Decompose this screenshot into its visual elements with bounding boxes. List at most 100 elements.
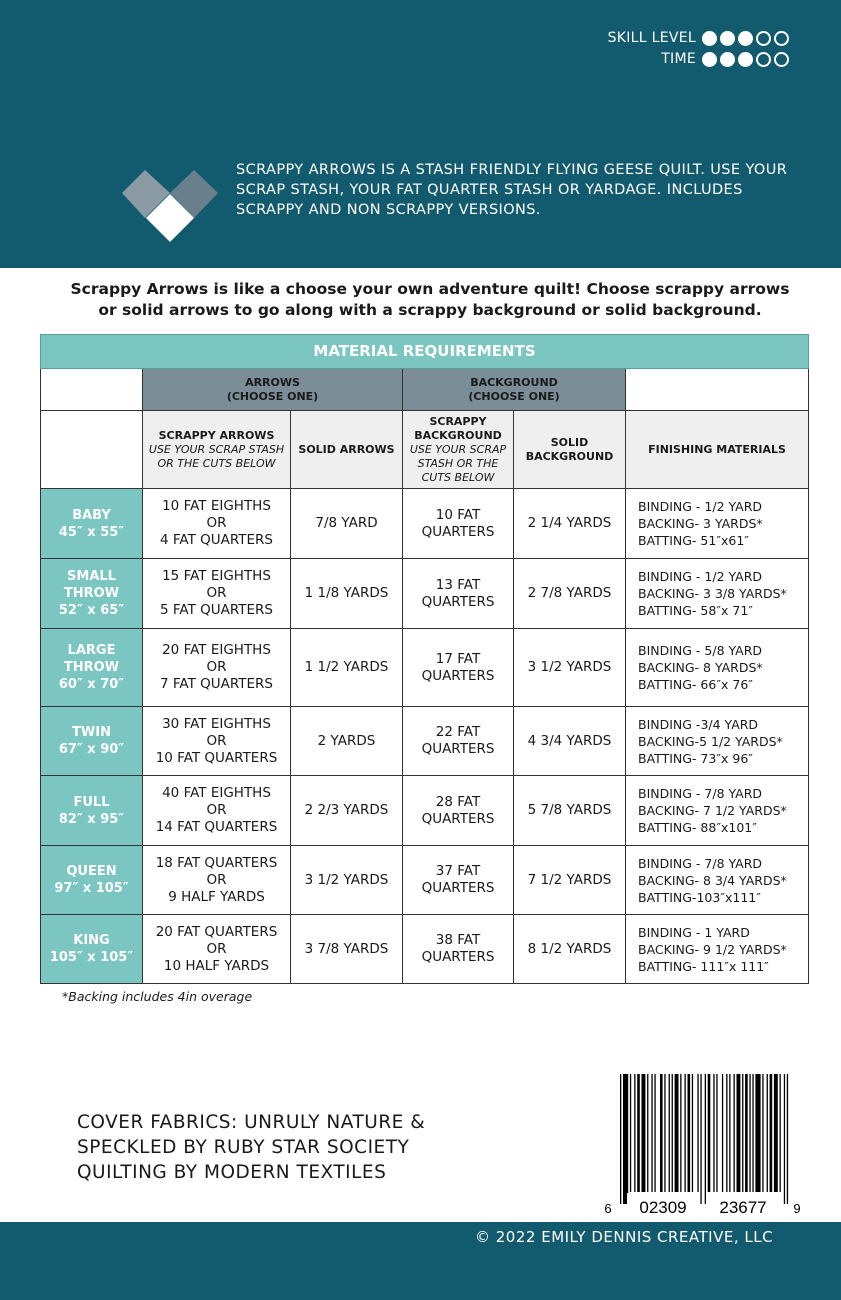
solid-arrows-cell: 1 1/8 YARDS [290,558,403,629]
barcode-bar [786,1074,789,1204]
cell-line: 14 FAT QUARTERS [155,819,278,835]
scrappy-background-cell: 38 FAT QUARTERS [402,914,514,984]
filled-dot-icon [702,30,717,46]
quilt-size: KING 105″ x 105″ [40,914,143,984]
cell-line: QUEEN [66,864,117,879]
barcode-bar [726,1074,728,1192]
empty-cell [40,368,143,411]
cell-line: OR [206,659,227,675]
cell-line: BACKING- 3 YARDS* [638,516,763,531]
finishing-materials-cell: BINDING - 5/8 YARD BACKING- 8 YARDS* BATTI… [624,628,810,707]
skill-label: SKILL LEVEL [607,30,696,46]
barcode-bar [668,1074,670,1192]
scrappy-arrows-cell: 15 FAT EIGHTHS OR 5 FAT QUARTERS [142,558,291,629]
barcode-bar [769,1074,773,1192]
barcode-bar [752,1074,754,1192]
cell-line: 22 FAT [435,724,481,740]
cell-line: QUARTERS [421,810,495,827]
barcode-bar [684,1074,686,1192]
material-requirements-table: MATERIAL REQUIREMENTS ARROWS (CHOOSE ONE)… [39,334,810,984]
barcode-bar [742,1074,744,1192]
barcode-bar [629,1074,632,1192]
solid-arrows-cell: 2 YARDS [290,706,403,776]
quilt-size: TWIN 67″ x 90″ [40,706,143,776]
solid-background-cell: 5 7/8 YARDS [513,775,626,846]
cell-line: 4 FAT QUARTERS [160,532,273,548]
scrappy-arrows-cell: 18 FAT QUARTERS OR 9 HALF YARDS [142,845,291,915]
cell-line: QUARTERS [421,593,495,610]
cell-line: THROW [63,586,120,601]
barcode-bar [687,1074,691,1192]
cell-line: QUARTERS [421,741,495,757]
cell-line: BINDING - 7/8 YARD [638,855,763,871]
barcode: 6 02309 23677 9 [604,1074,801,1219]
barcode-bar [654,1074,656,1192]
cell-line: OR [206,802,227,818]
cell-line: 97″ x 105″ [54,881,129,896]
barcode-bar [660,1074,663,1192]
cell-line: BINDING - 5/8 YARD [638,643,763,658]
barcode-bar [697,1074,699,1192]
skill-rating [702,30,789,46]
scrappy-background-cell: 13 FAT QUARTERS [402,558,514,629]
barcode-bar [620,1074,622,1204]
cell-line: BATTING-103″x111″ [638,889,761,905]
cell-line: 13 FAT [435,576,481,593]
quilt-size: QUEEN 97″ x 105″ [40,845,143,915]
cell-line: OR [206,515,227,531]
barcode-digits: 9 [793,1201,800,1216]
table-row: TWIN 67″ x 90″ 30 FAT EIGHTHS OR 10 FAT QUA… [40,706,810,776]
cell-line: BINDING - 1 YARD [638,924,750,940]
logo-icon [122,170,218,242]
cell-line: 10 FAT QUARTERS [155,749,278,766]
quilt-size: LARGE THROW 60″ x 70″ [40,628,143,707]
empty-cell [624,368,810,411]
copyright: © 2022 EMILY DENNIS CREATIVE, LLC [475,1228,774,1246]
barcode-bar [671,1074,673,1192]
cell-line: BATTING- 88″x101″ [638,820,757,835]
scrappy-background-cell: 17 FAT QUARTERS [402,628,514,707]
filled-dot-icon [738,30,753,46]
table-row: LARGE THROW 60″ x 70″ 20 FAT EIGHTHS OR 7 FA… [40,628,810,707]
cell-line: BINDING - 1/2 YARD [638,499,763,514]
cover-line: SPECKLED BY RUBY STAR SOCIETY [77,1137,410,1158]
cell-line: BACKING- 7 1/2 YARDS* [638,803,787,818]
barcode-bar [736,1074,741,1192]
cell-line: THROW [63,660,120,675]
solid-background-cell: 7 1/2 YARDS [513,845,626,915]
barcode-bar [749,1074,751,1192]
quilt-size: FULL 82″ x 95″ [40,775,143,846]
footer-band [0,1222,841,1300]
barcode-bar [664,1074,666,1192]
filled-dot-icon [720,51,735,67]
cell-line: KING [73,933,110,948]
barcode-bar [691,1074,694,1192]
cell-line: 10 FAT EIGHTHS [162,498,271,514]
cell-line: 10 HALF YARDS [163,957,270,974]
barcode-bar [755,1074,761,1192]
barcode-bar [637,1074,640,1192]
cell-line: 30 FAT EIGHTHS [162,715,271,732]
table-row: KING 105″ x 105″ 20 FAT QUARTERS OR 10 HALF… [40,914,810,984]
intro-text: Scrappy Arrows is like a choose your own… [70,280,790,319]
cell-line: OR [206,940,227,957]
quilt-size: BABY 45″ x 55″ [40,488,143,559]
cell-line: BACKING- 3 3/8 YARDS* [638,586,787,601]
finishing-materials-cell: BINDING - 1/2 YARD BACKING- 3 3/8 YARDS* B… [624,558,810,629]
scrappy-arrows-cell: 40 FAT EIGHTHS OR 14 FAT QUARTERS [142,775,291,846]
table-row: BABY 45″ x 55″ 10 FAT EIGHTHS OR 4 FAT QUAR… [40,488,810,559]
solid-arrows-cell: 3 7/8 YARDS [290,914,403,984]
scrappy-arrows-cell: 20 FAT EIGHTHS OR 7 FAT QUARTERS [142,628,291,707]
cover-line: QUILTING BY MODERN TEXTILES [77,1162,387,1183]
cell-line: 9 HALF YARDS [168,888,265,905]
cell-line: BACKING- 8 3/4 YARDS* [638,872,787,888]
skill-level: SKILL LEVEL [608,30,789,46]
solid-arrows-cell: 1 1/2 YARDS [290,628,403,707]
time-rating [702,51,789,67]
cell-line: SMALL [67,569,116,584]
background-group-header: BACKGROUND (CHOOSE ONE) [402,368,626,411]
barcode-bar [721,1074,724,1192]
filled-dot-icon [738,51,753,67]
arrows-group-header: ARROWS (CHOOSE ONE) [142,368,403,411]
scrappy-background-cell: 10 FAT QUARTERS [402,488,514,559]
